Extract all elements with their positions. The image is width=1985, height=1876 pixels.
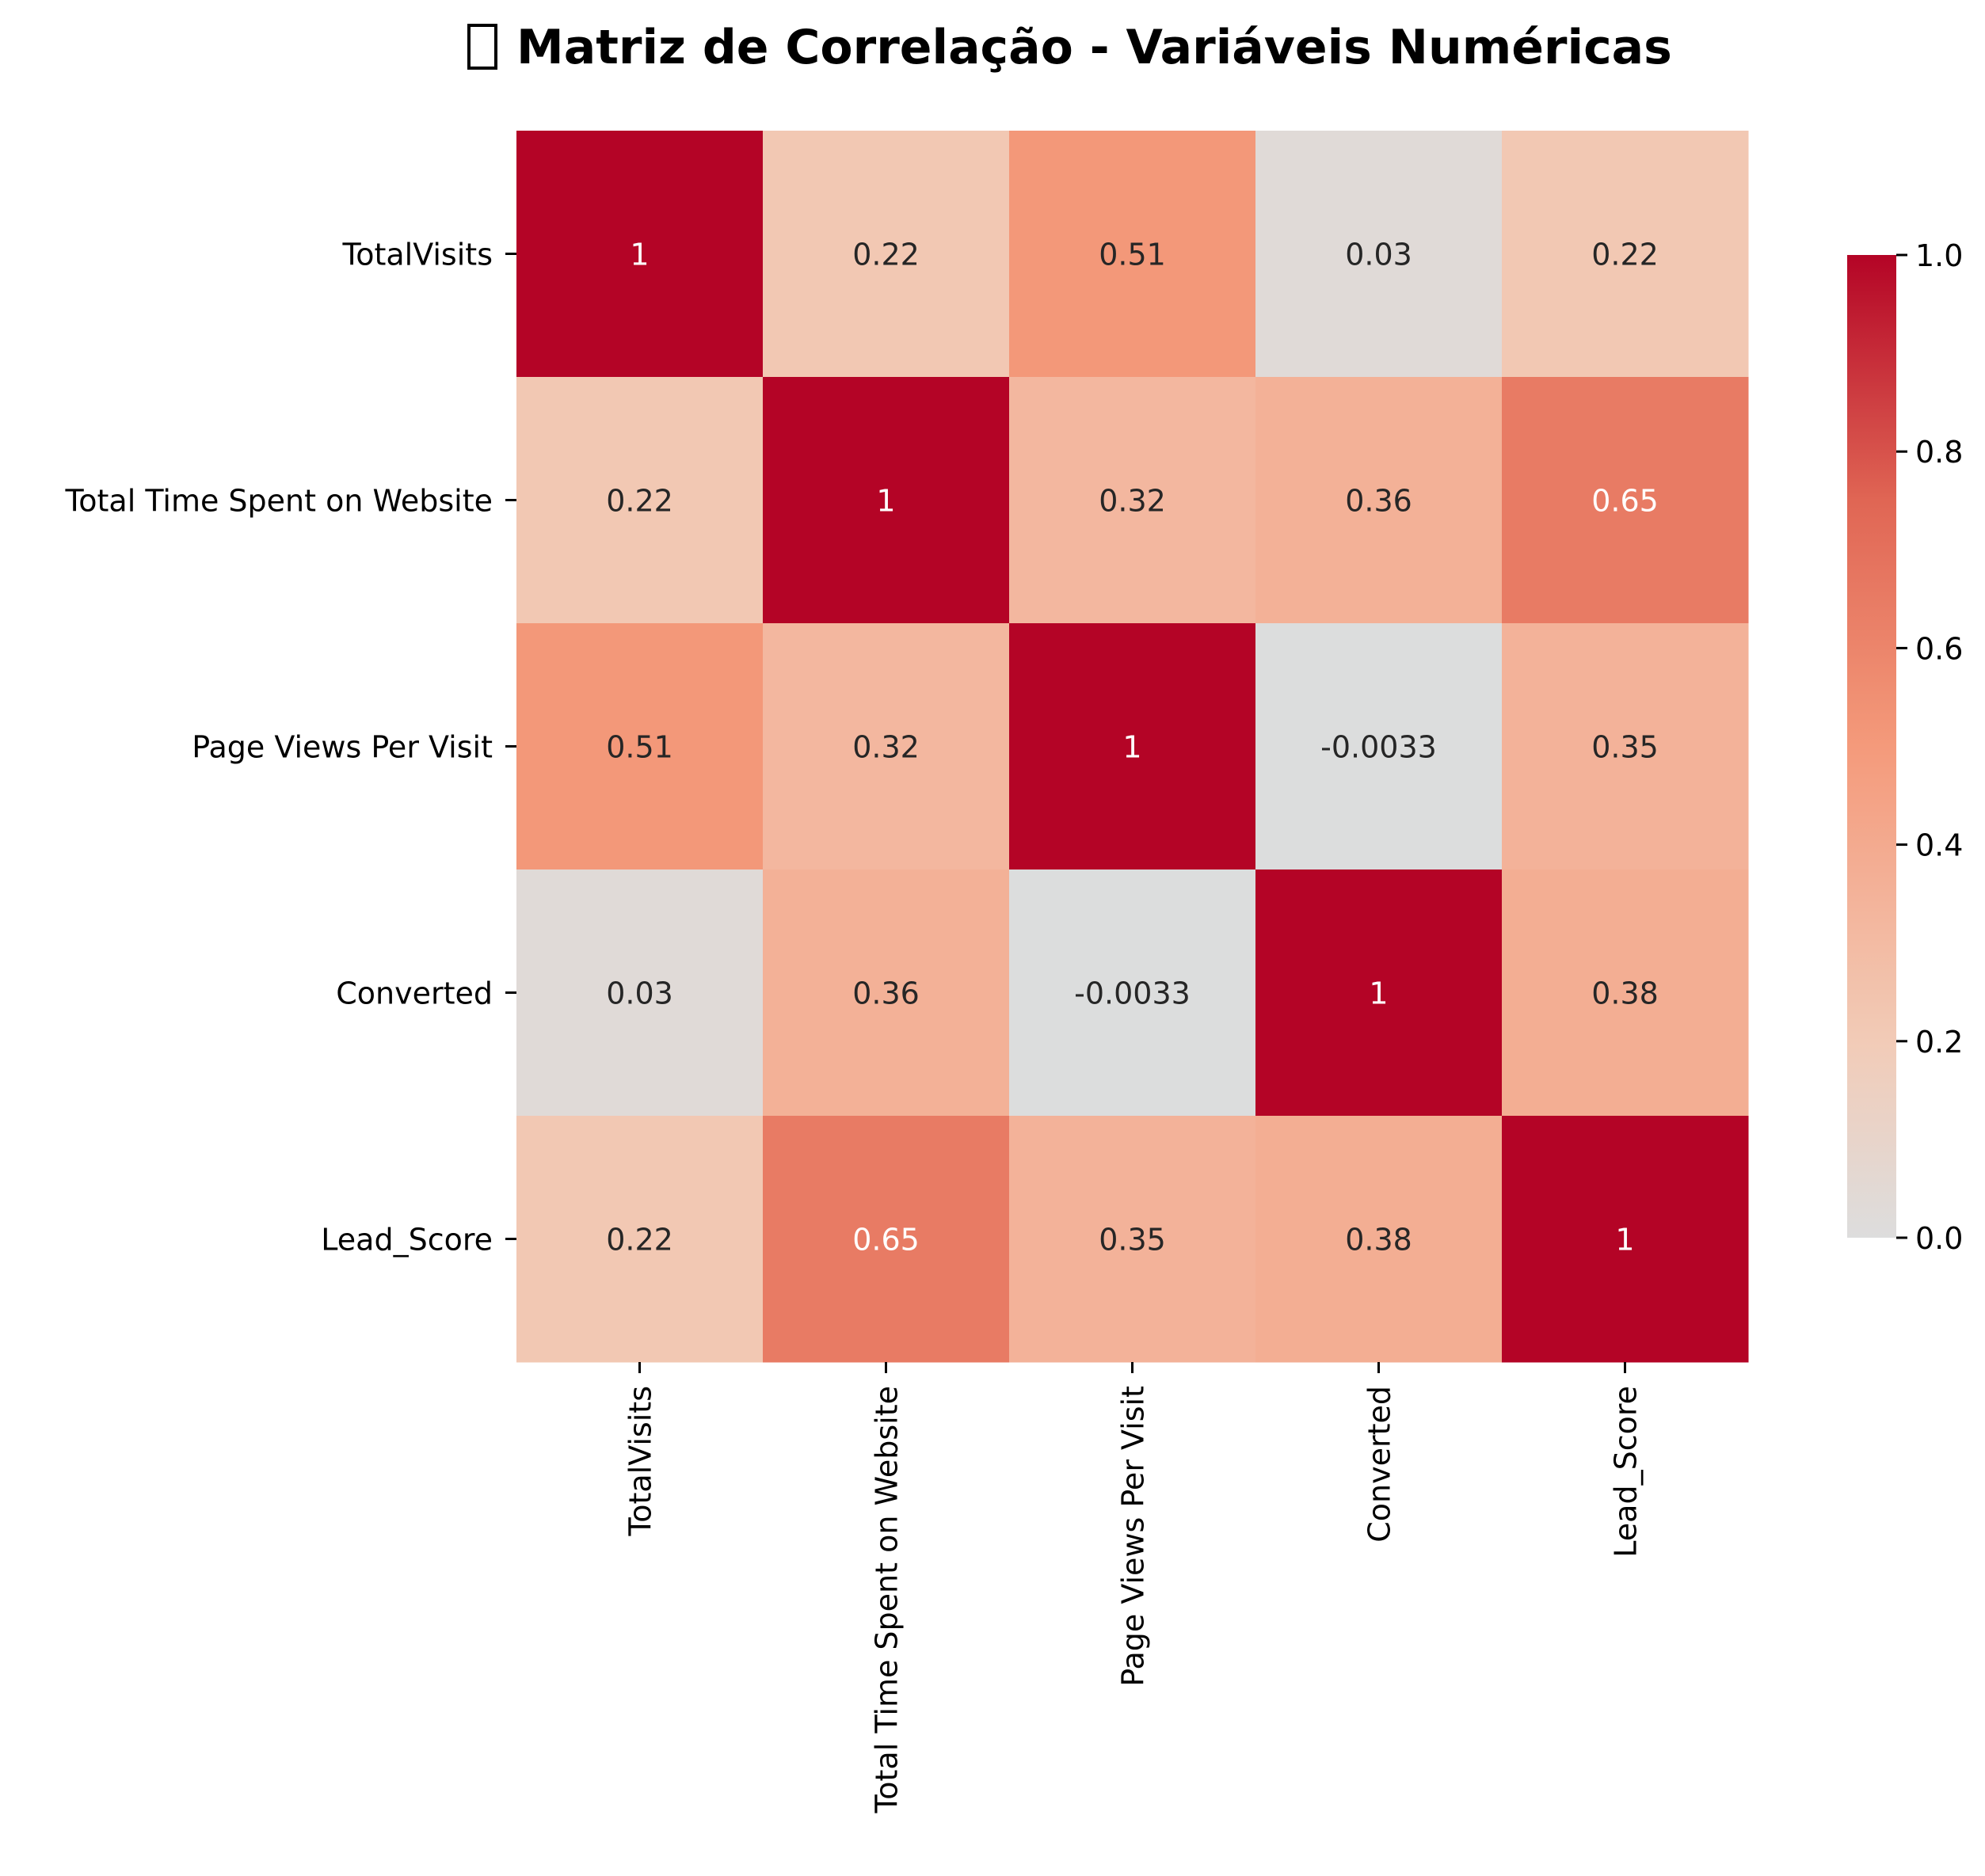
cell-value-label: 0.35 [1099,1223,1166,1258]
heatmap-cell [763,1116,1010,1363]
heatmap-cell [1502,377,1749,624]
heatmap-cell [763,377,1010,624]
heatmap-cell [516,377,764,624]
heatmap-cell [763,131,1010,378]
cell-value-label: -0.0033 [1320,730,1437,765]
cell-value-label: 1 [1615,1223,1634,1258]
y-tick-label: Lead_Score [321,1223,493,1258]
x-tick-label: Converted [1362,1386,1397,1543]
cell-value-label: 0.38 [1345,1223,1412,1258]
x-axis: TotalVisits Total Time Spent on Website Pa… [623,1362,1644,1813]
cell-value-label: 0.32 [1099,484,1166,519]
y-tick-label: Page Views Per Visit [192,730,493,765]
x-tick-label: Lead_Score [1609,1386,1644,1558]
heatmap-cell [1255,377,1503,624]
colorbar-tick-label: 1.0 [1915,238,1963,273]
cell-value-label: 0.36 [1345,484,1412,519]
heatmap-cell [1009,131,1256,378]
colorbar-tick-label: 0.2 [1915,1025,1963,1060]
cell-value-label: 0.38 [1591,976,1659,1011]
cell-value-label: 0.51 [1099,238,1166,272]
y-axis: TotalVisits Total Time Spent on Website Pa… [65,238,516,1258]
x-tick-label: Page Views Per Visit [1116,1386,1151,1687]
heatmap-cells: 1 0.22 0.51 0.03 0.22 0.22 1 0.32 0.36 0.65 0.51 0.… [516,131,1749,1363]
heatmap-cell [1502,623,1749,870]
heatmap-cell [763,623,1010,870]
colorbar-tick-label: 0.6 [1915,631,1963,666]
missing-glyph-icon [467,24,497,70]
heatmap-cell [516,870,764,1117]
y-tick-label: Total Time Spent on Website [65,484,493,519]
x-tick-label: TotalVisits [623,1386,658,1537]
heatmap-cell [1502,131,1749,378]
cell-value-label: 0.36 [852,976,920,1011]
cell-value-label: 0.32 [852,730,920,765]
cell-value-label: 0.22 [606,1223,673,1258]
colorbar-tick-label: 0.0 [1915,1221,1963,1256]
cell-value-label: 0.22 [606,484,673,519]
colorbar-tick-label: 0.8 [1915,435,1963,470]
x-tick-label: Total Time Spent on Website [870,1386,905,1813]
cell-value-label: 0.35 [1591,730,1659,765]
cell-value-label: 1 [1369,976,1388,1011]
y-tick-label: TotalVisits [341,238,493,272]
cell-value-label: 0.22 [1591,238,1659,272]
colorbar-tick-label: 0.4 [1915,828,1963,863]
heatmap-cell [1502,870,1749,1117]
heatmap-cell [1502,1116,1749,1363]
heatmap-cell [516,623,764,870]
cell-value-label: -0.0033 [1074,976,1191,1011]
cell-value-label: 1 [876,484,895,519]
heatmap-cell [1255,131,1503,378]
chart-title-text: Matriz de Correlação - Variáveis Numéric… [516,20,1672,75]
cell-value-label: 0.22 [852,238,920,272]
heatmap-cell [516,131,764,378]
cell-value-label: 0.65 [1591,484,1659,519]
y-tick-label: Converted [336,976,493,1011]
heatmap-cell [1255,623,1503,870]
heatmap-cell [1009,377,1256,624]
cell-value-label: 0.03 [606,976,673,1011]
colorbar-gradient [1847,255,1896,1238]
heatmap-cell [1009,1116,1256,1363]
cell-value-label: 1 [1122,730,1141,765]
cell-value-label: 0.03 [1345,238,1412,272]
heatmap-cell [1009,623,1256,870]
heatmap-cell [516,1116,764,1363]
cell-value-label: 0.65 [852,1223,920,1258]
cell-value-label: 0.51 [606,730,673,765]
heatmap-cell [1255,1116,1503,1363]
heatmap-cell [1009,870,1256,1117]
heatmap-cell [763,870,1010,1117]
cell-value-label: 1 [630,238,649,272]
colorbar: 0.0 0.2 0.4 0.6 0.8 1.0 [1847,238,1963,1256]
heatmap-cell [1255,870,1503,1117]
chart-title: Matriz de Correlação - Variáveis Numéric… [467,20,1672,75]
